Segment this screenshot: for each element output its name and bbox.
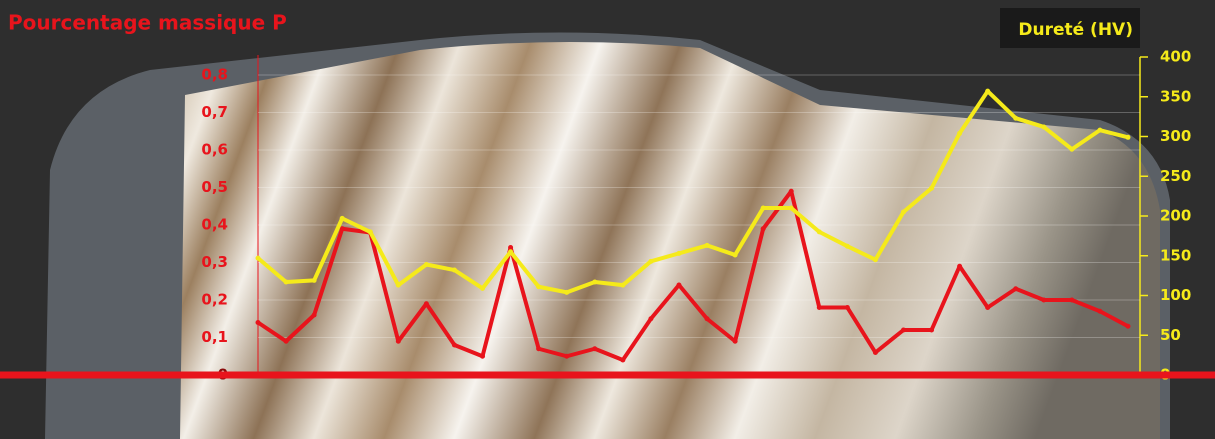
point xyxy=(620,282,626,288)
point xyxy=(508,249,514,255)
point xyxy=(564,289,570,295)
point xyxy=(929,185,935,191)
y2-tick-label: 50 xyxy=(1160,326,1181,344)
point xyxy=(423,301,429,307)
point xyxy=(339,215,345,221)
point xyxy=(423,261,429,267)
point xyxy=(283,279,289,285)
point xyxy=(536,346,542,352)
point xyxy=(395,282,401,288)
point xyxy=(900,209,906,215)
point xyxy=(704,316,710,322)
point xyxy=(592,279,598,285)
point xyxy=(816,305,822,310)
point xyxy=(732,338,738,344)
point xyxy=(648,316,654,322)
y2-tick-label: 250 xyxy=(1160,167,1191,185)
y-tick-label: 0,8 xyxy=(201,66,228,84)
point xyxy=(311,312,317,318)
point xyxy=(1069,297,1075,303)
chart-title: Pourcentage massique P xyxy=(8,11,287,35)
y2-tick-label: 400 xyxy=(1160,48,1191,66)
point xyxy=(564,353,570,359)
y-tick-label: 0,3 xyxy=(201,253,228,271)
point xyxy=(395,338,401,344)
point xyxy=(985,88,991,94)
point xyxy=(929,327,935,333)
point xyxy=(1125,134,1131,140)
point xyxy=(1041,297,1047,303)
point xyxy=(1069,146,1075,152)
point xyxy=(283,338,289,344)
y2-tick-label: 100 xyxy=(1160,286,1191,304)
point xyxy=(1097,127,1103,133)
point xyxy=(900,327,906,333)
point xyxy=(816,229,822,235)
point xyxy=(760,226,766,232)
point xyxy=(957,130,963,136)
y2-tick-label: 350 xyxy=(1160,87,1191,105)
y-tick-label: 0,1 xyxy=(201,328,228,346)
y2-tick-label: 200 xyxy=(1160,207,1191,225)
point xyxy=(508,245,514,250)
point xyxy=(367,229,373,235)
point xyxy=(788,205,794,211)
point xyxy=(480,285,486,291)
micrograph xyxy=(180,41,1160,439)
point xyxy=(339,226,345,232)
point xyxy=(536,284,542,290)
point xyxy=(704,242,710,248)
point xyxy=(255,255,261,261)
point xyxy=(451,267,457,273)
y2-title: Dureté (HV) xyxy=(1018,20,1133,40)
point xyxy=(676,250,682,256)
y-tick-label: 0,2 xyxy=(201,291,228,309)
y2-tick-label: 300 xyxy=(1160,127,1191,145)
point xyxy=(1013,115,1019,121)
point xyxy=(1013,286,1019,292)
y-tick-label: 0,7 xyxy=(201,103,228,121)
point xyxy=(480,353,486,359)
point xyxy=(311,277,317,283)
point xyxy=(732,252,738,258)
y-tick-label: 0,4 xyxy=(201,216,228,234)
point xyxy=(451,342,457,348)
point xyxy=(872,350,878,355)
point xyxy=(1041,124,1047,130)
point xyxy=(255,320,261,325)
y-tick-label: 0,6 xyxy=(201,141,228,159)
y2-tick-label: 150 xyxy=(1160,246,1191,264)
point xyxy=(592,346,598,352)
point xyxy=(985,305,991,310)
point xyxy=(648,258,654,264)
point xyxy=(1097,308,1103,314)
point xyxy=(676,282,682,288)
point xyxy=(844,243,850,249)
y-tick-label: 0,5 xyxy=(201,178,228,196)
series-line xyxy=(256,89,1129,295)
series-line xyxy=(256,189,1129,362)
point xyxy=(788,188,794,194)
point xyxy=(760,205,766,211)
y2-title-box xyxy=(1000,8,1140,48)
point xyxy=(844,305,850,310)
point xyxy=(1125,323,1131,329)
point xyxy=(872,257,878,263)
point xyxy=(620,357,626,363)
point xyxy=(957,263,963,269)
